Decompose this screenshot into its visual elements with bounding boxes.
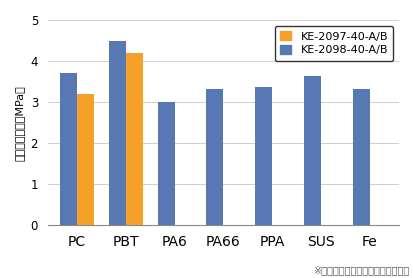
Y-axis label: せん断接着力（MPa）: せん断接着力（MPa） (15, 85, 25, 161)
Bar (303, 76, 320, 225)
Bar (157, 102, 174, 225)
Bar (77, 94, 94, 225)
Bar (352, 90, 369, 225)
Legend: KE-2097-40-A/B, KE-2098-40-A/B: KE-2097-40-A/B, KE-2098-40-A/B (274, 26, 392, 61)
Bar (126, 53, 142, 225)
Bar (60, 73, 77, 225)
Text: ※規格値、保証値ではありません。: ※規格値、保証値ではありません。 (313, 265, 409, 275)
Bar (254, 86, 271, 225)
Bar (109, 41, 126, 225)
Bar (206, 89, 223, 225)
